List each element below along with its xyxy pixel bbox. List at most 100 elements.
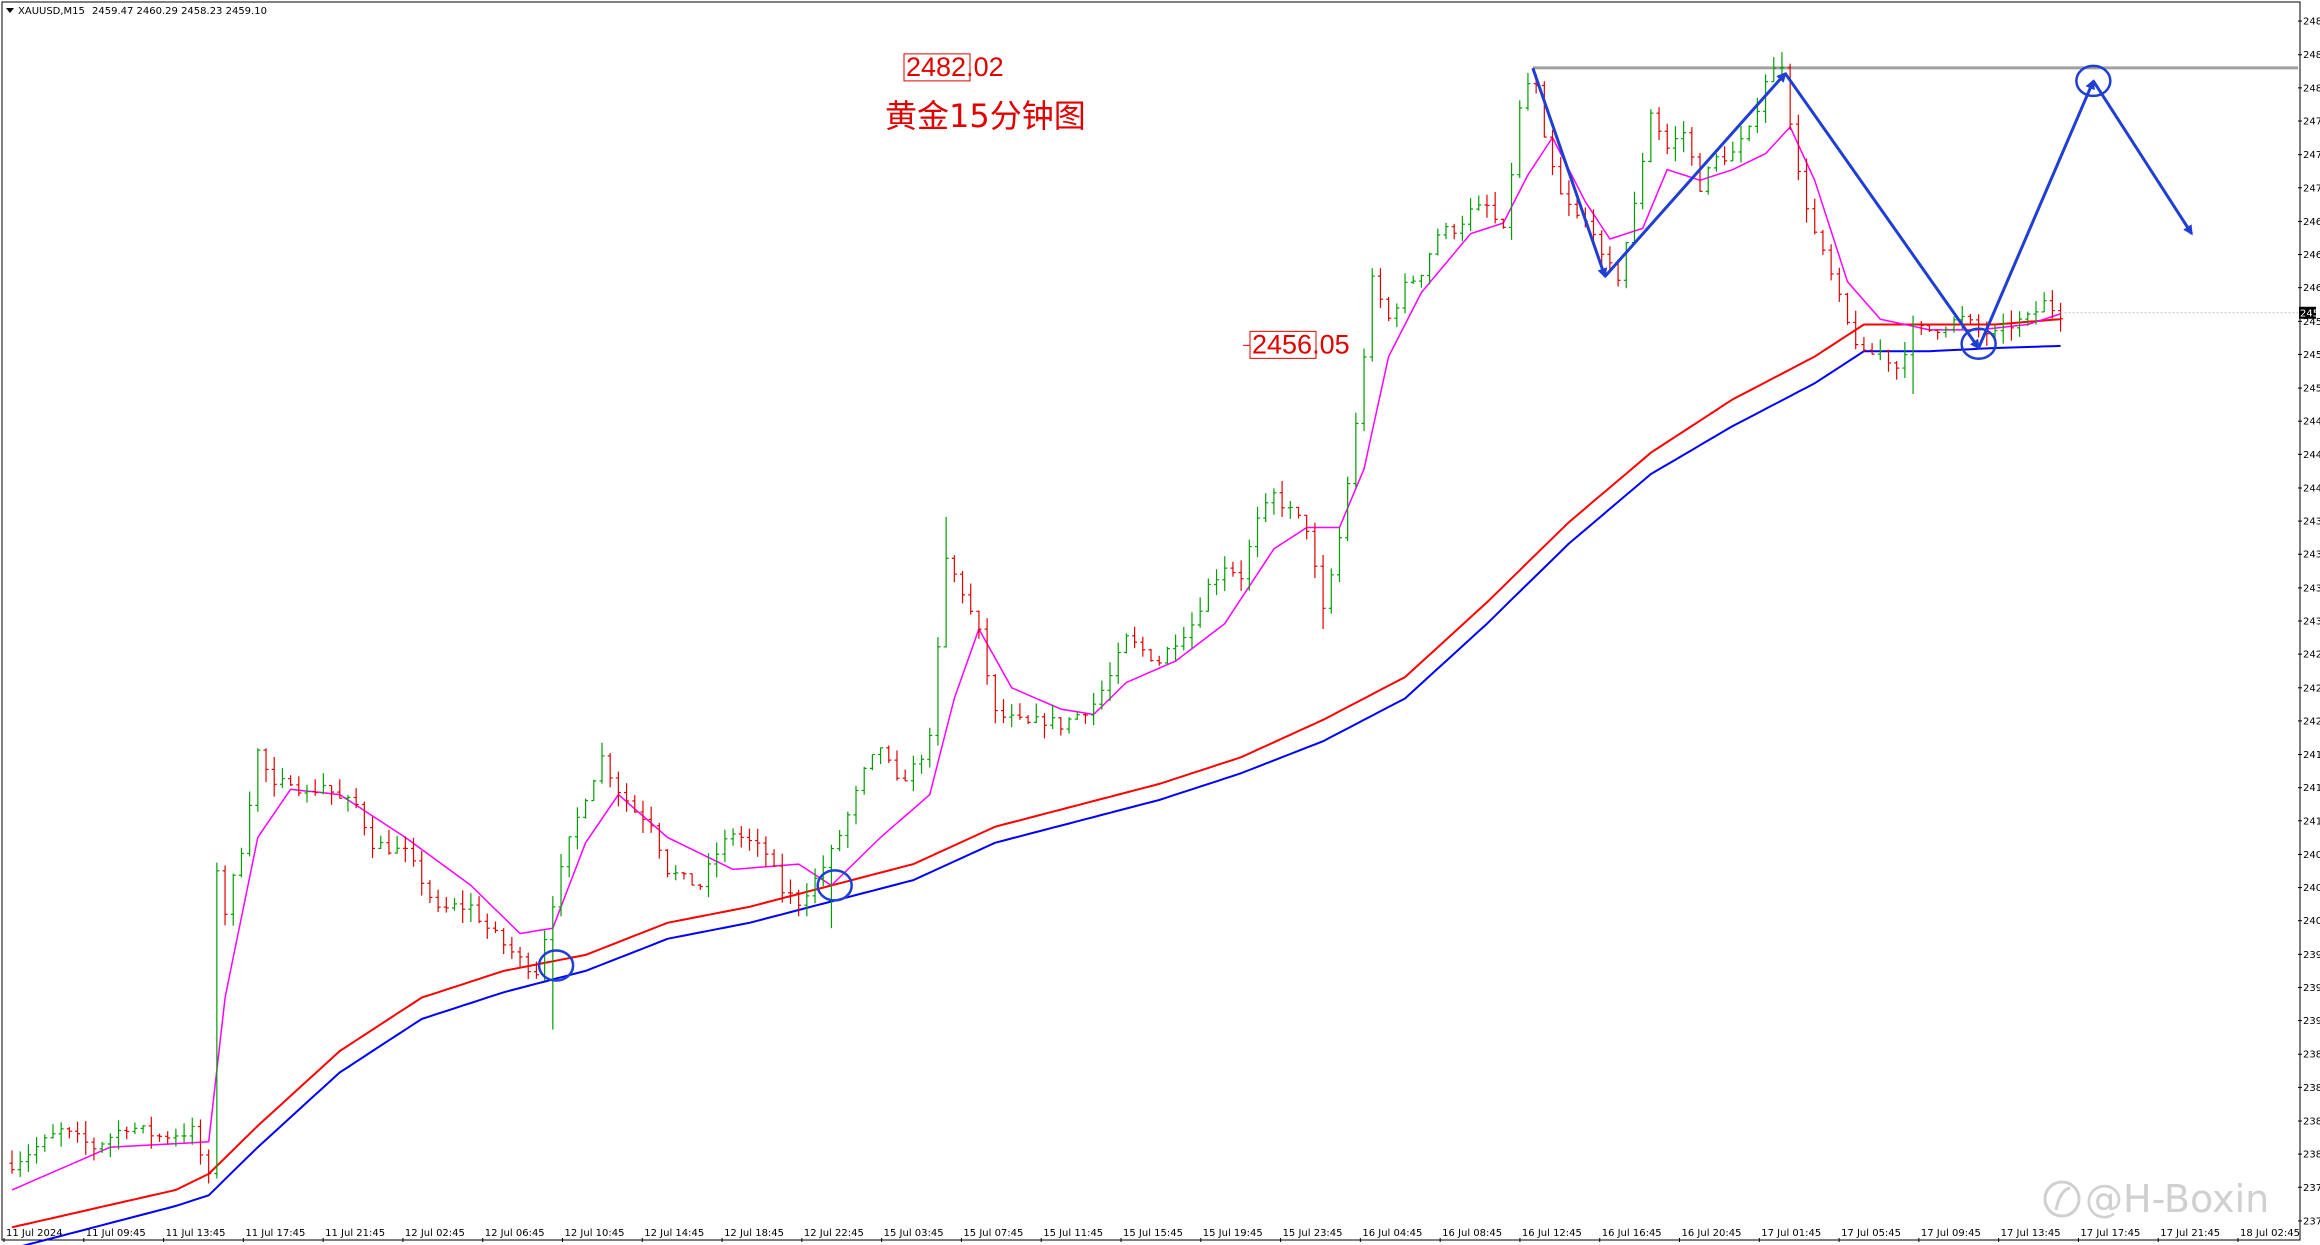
candle	[1263, 493, 1269, 523]
candle	[1443, 222, 1449, 240]
candle	[1689, 127, 1695, 166]
candle	[1287, 500, 1293, 519]
x-tick-label: 16 Jul 04:45	[1362, 1228, 1422, 1239]
candle	[1705, 166, 1711, 195]
zigzag-arrow	[2092, 80, 2193, 236]
x-tick-label: 17 Jul 01:45	[1761, 1228, 1821, 1239]
x-tick-label: 12 Jul 10:45	[565, 1228, 625, 1239]
candle	[853, 785, 859, 825]
candle	[2058, 302, 2064, 332]
candle	[976, 610, 982, 639]
candles	[9, 52, 2064, 1184]
candle	[1017, 703, 1023, 720]
candle	[706, 853, 712, 898]
axis-ticks: 2486.40 2483.25 2480.15 2477.05 2473.90 2470.…	[3, 17, 2320, 1242]
y-tick-label: 2458.30	[2303, 317, 2320, 328]
candle	[763, 836, 769, 868]
candle	[927, 727, 933, 768]
x-tick-label: 11 Jul 17:45	[245, 1228, 305, 1239]
candle	[1107, 662, 1113, 702]
y-tick-label: 2480.15	[2303, 83, 2320, 94]
y-tick-label: 2433.35	[2303, 583, 2320, 594]
candle	[2049, 290, 2055, 319]
candle	[1394, 303, 1400, 328]
candle	[1173, 634, 1179, 661]
candle	[804, 883, 810, 917]
candle	[566, 836, 572, 878]
y-tick-label: 2377.25	[2303, 1183, 2320, 1194]
candle	[714, 842, 720, 878]
candle	[722, 829, 728, 863]
candle	[263, 748, 269, 783]
candle	[288, 775, 294, 786]
candle	[1566, 180, 1572, 217]
candle	[1418, 274, 1424, 288]
candle	[83, 1121, 89, 1155]
candle	[1648, 109, 1654, 163]
candle	[1681, 121, 1687, 153]
candle	[845, 811, 851, 849]
candle	[140, 1125, 146, 1134]
candle	[1804, 158, 1810, 223]
candle	[1820, 229, 1826, 255]
y-tick-label: 2405.30	[2303, 883, 2320, 894]
candle	[1623, 241, 1629, 289]
candle	[460, 890, 466, 924]
candle	[1926, 324, 1932, 332]
candle	[1279, 481, 1285, 517]
current-price-label: 2459.10	[2300, 308, 2320, 319]
candle	[1664, 123, 1670, 155]
candle	[665, 849, 671, 878]
candle	[1918, 321, 1924, 335]
candle	[1369, 268, 1375, 362]
x-tick-label: 17 Jul 09:45	[1921, 1228, 1981, 1239]
candle	[1787, 63, 1793, 130]
candle	[255, 748, 261, 812]
candle	[1812, 198, 1818, 235]
x-tick-label: 11 Jul 2024	[6, 1228, 63, 1239]
y-tick-label: 2473.90	[2303, 150, 2320, 161]
candle	[796, 889, 802, 917]
candle	[1459, 215, 1465, 242]
candle	[1156, 655, 1162, 666]
candle	[1099, 680, 1105, 710]
candle	[1672, 126, 1678, 162]
candle	[1189, 612, 1195, 649]
symbol-menu-icon[interactable]	[6, 8, 14, 13]
candle	[91, 1137, 97, 1161]
y-tick-label: 2483.25	[2303, 50, 2320, 61]
y-tick-label: 2461.45	[2303, 283, 2320, 294]
candle	[1894, 361, 1900, 380]
candle	[1255, 506, 1261, 558]
candle	[222, 865, 228, 926]
candle	[214, 862, 220, 1179]
price-labels: 2482.02 2456.05 2459.10	[903, 52, 2320, 359]
candle	[501, 928, 507, 955]
candle	[624, 783, 630, 812]
highlight-circle	[537, 949, 575, 982]
candle	[1828, 244, 1834, 281]
resistance-label-box	[903, 53, 971, 82]
candle	[550, 896, 556, 1030]
y-tick-label: 2439.60	[2303, 517, 2320, 528]
x-tick-label: 12 Jul 18:45	[724, 1228, 784, 1239]
candle	[746, 828, 752, 851]
candle	[419, 850, 425, 896]
candle	[828, 844, 834, 929]
y-tick-label: 2470.80	[2303, 183, 2320, 194]
candle	[1943, 326, 1949, 338]
candle	[1550, 129, 1556, 176]
symbol-name: XAUUSD,M15	[18, 6, 85, 17]
candle	[681, 871, 687, 880]
y-tick-label: 2486.40	[2303, 17, 2320, 28]
candle	[984, 618, 990, 685]
candle	[1525, 72, 1531, 111]
candle	[476, 896, 482, 924]
x-tick-label: 15 Jul 15:45	[1123, 1228, 1183, 1239]
candle	[206, 1149, 212, 1184]
